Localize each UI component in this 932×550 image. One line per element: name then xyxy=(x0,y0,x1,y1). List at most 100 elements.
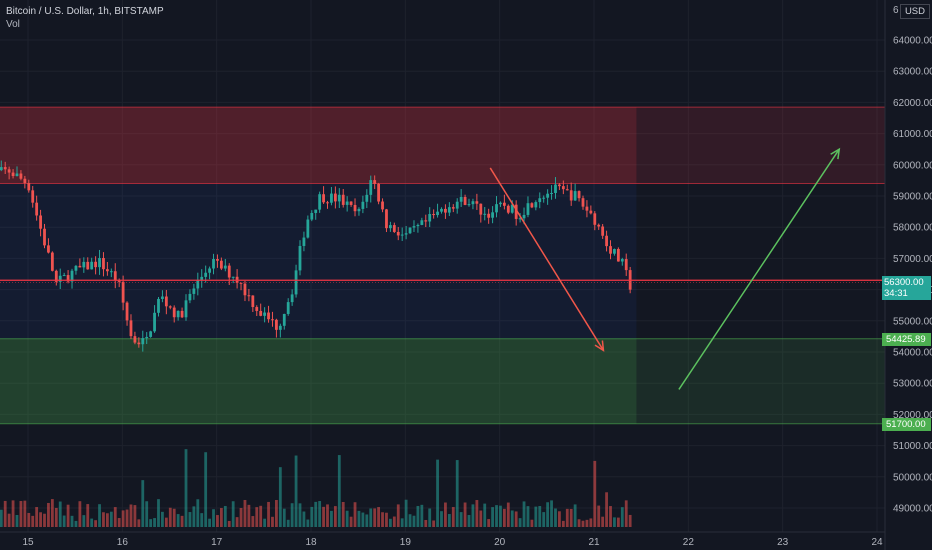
volume-bar xyxy=(577,519,581,527)
candle-body xyxy=(102,258,105,270)
candle-body xyxy=(581,198,585,207)
volume-bar xyxy=(172,508,176,527)
volume-bar xyxy=(129,504,133,527)
volume-bar xyxy=(204,452,208,527)
candle-body xyxy=(19,173,23,179)
volume-bar xyxy=(149,519,153,527)
candle-body xyxy=(247,295,251,297)
chart-grid xyxy=(0,0,885,532)
volume-bar xyxy=(432,520,436,527)
candle-body xyxy=(314,209,318,213)
volume-bar xyxy=(589,518,593,527)
candle-body xyxy=(298,245,302,271)
price-axis-label: 53000.00 xyxy=(893,379,932,390)
volume-bar xyxy=(392,516,396,527)
volume-bar xyxy=(50,499,54,527)
candle-body xyxy=(259,310,263,316)
volume-bar xyxy=(322,506,325,527)
candle-body xyxy=(495,204,498,213)
candle-body xyxy=(444,208,447,213)
volume-bar xyxy=(15,514,19,527)
volume-bar xyxy=(440,511,443,527)
candle-body xyxy=(432,214,436,216)
candle-body xyxy=(424,220,428,222)
candle-body xyxy=(333,193,337,202)
volume-bar xyxy=(471,504,475,527)
volume-bar xyxy=(223,505,227,527)
volume-bar xyxy=(605,492,608,527)
candle-body xyxy=(341,194,345,205)
price-axis-label: 52000.00 xyxy=(893,410,932,421)
volume-bar xyxy=(54,507,58,527)
volume-bar xyxy=(459,512,463,527)
candle-body xyxy=(467,204,471,206)
volume-bar xyxy=(357,510,361,527)
candle-body xyxy=(357,208,361,212)
volume-bar xyxy=(400,518,404,527)
volume-bar xyxy=(39,512,42,527)
volume-bar xyxy=(161,511,164,527)
candle-body xyxy=(385,209,388,229)
candle-body xyxy=(302,237,306,246)
candle-body xyxy=(62,275,66,277)
volume-bar xyxy=(153,518,156,527)
time-axis-label: 16 xyxy=(117,537,129,548)
candle-body xyxy=(404,233,408,235)
candle-body xyxy=(412,226,416,228)
price-axis-label: 61000.00 xyxy=(893,129,932,140)
volume-indicator-label[interactable]: Vol xyxy=(6,19,20,30)
candle-body xyxy=(620,259,624,262)
volume-bar xyxy=(0,509,3,527)
volume-bar xyxy=(483,503,487,527)
resistance-zone-past xyxy=(0,107,637,184)
candle-body xyxy=(369,180,373,195)
candle-body xyxy=(377,183,381,202)
candle-body xyxy=(227,265,231,278)
candle-body xyxy=(271,319,274,321)
current-price-value: 56300.00 xyxy=(884,277,924,288)
volume-bar xyxy=(294,455,298,527)
candlesticks xyxy=(0,160,632,352)
candle-body xyxy=(330,193,333,203)
candle-body xyxy=(125,302,129,321)
candle-body xyxy=(251,295,255,308)
time-axis-label: 15 xyxy=(22,537,34,548)
candle-body xyxy=(109,271,113,273)
candle-body xyxy=(137,342,141,345)
candle-body xyxy=(585,206,589,211)
time-axis-label: 17 xyxy=(211,537,223,548)
volume-bar xyxy=(196,499,200,527)
volume-bar xyxy=(565,508,569,527)
candle-body xyxy=(117,280,121,282)
candle-body xyxy=(243,283,247,296)
range-zone xyxy=(0,183,637,339)
volume-bar xyxy=(502,508,506,527)
volume-bar xyxy=(302,511,306,527)
volume-bar xyxy=(616,517,620,527)
candle-body xyxy=(558,184,561,187)
price-axis-label: 63000.00 xyxy=(893,67,932,78)
time-axis-label: 19 xyxy=(400,537,412,548)
resistance-zone-future xyxy=(636,107,885,184)
volume-bar xyxy=(62,515,66,527)
candle-body xyxy=(408,227,412,234)
volume-bar xyxy=(47,502,50,527)
candle-body xyxy=(605,235,608,247)
volume-bar xyxy=(298,503,302,527)
support-zone-future xyxy=(636,338,885,424)
volume-bar xyxy=(597,505,601,527)
volume-bar xyxy=(98,504,101,527)
candle-body xyxy=(15,173,19,177)
candle-body xyxy=(141,338,145,345)
volume-bar xyxy=(416,505,420,527)
candle-body xyxy=(326,202,329,204)
down-arrow-head xyxy=(594,340,605,352)
volume-bar xyxy=(585,519,589,527)
candle-body xyxy=(98,258,101,268)
volume-bar xyxy=(219,508,223,527)
volume-bar xyxy=(550,500,553,527)
candle-body xyxy=(322,194,325,203)
currency-button[interactable]: USD xyxy=(899,4,930,19)
